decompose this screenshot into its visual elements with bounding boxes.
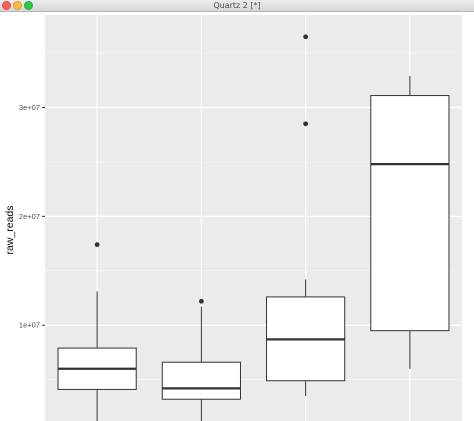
y-axis: 1e+07 2e+07 3e+07 — [19, 103, 45, 330]
y-tick-label: 2e+07 — [19, 212, 40, 221]
boxplot-chart: 1e+07 2e+07 3e+07 raw_reads — [4, 15, 462, 421]
outlier-point — [303, 34, 309, 40]
box-series — [57, 34, 450, 421]
zoom-window-button[interactable] — [24, 1, 33, 10]
y-axis-label: raw_reads — [4, 205, 16, 254]
box-3 — [266, 34, 346, 396]
y-tick-label: 3e+07 — [19, 103, 40, 112]
close-window-button[interactable] — [2, 1, 11, 10]
minimize-window-button[interactable] — [13, 1, 22, 10]
outlier-point — [94, 242, 100, 248]
box-iqr — [161, 361, 241, 400]
box-4 — [370, 75, 450, 369]
box-1 — [57, 242, 137, 421]
outlier-point — [303, 121, 309, 127]
outlier-point — [198, 298, 204, 304]
box-2 — [161, 298, 241, 421]
window-title: Quartz 2 [*] — [213, 1, 261, 10]
box-iqr — [370, 95, 450, 332]
y-tick-label: 1e+07 — [19, 321, 40, 330]
window-titlebar[interactable]: Quartz 2 [*] — [0, 0, 474, 12]
